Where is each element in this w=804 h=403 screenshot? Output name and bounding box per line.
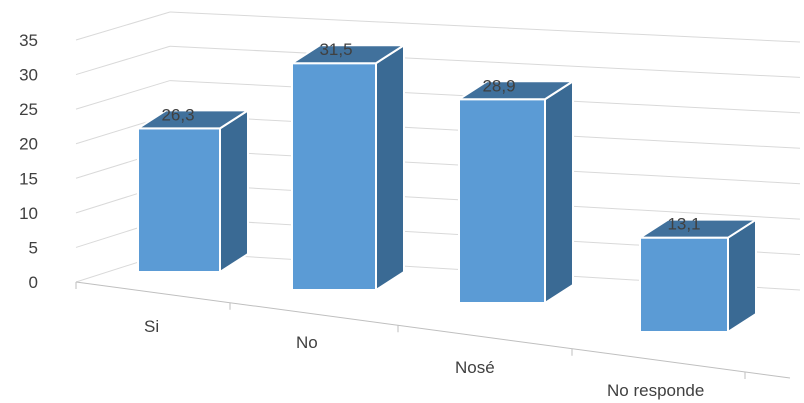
y-tick-label: 20 [19, 135, 38, 154]
x-axis-line [75, 281, 791, 379]
x-axis-categories: Si No Nosé No responde [144, 317, 704, 400]
bar-front [291, 62, 377, 292]
bar-front [639, 236, 729, 333]
bar-side [727, 217, 757, 334]
bar-side [375, 43, 405, 292]
y-tick-label: 5 [29, 238, 38, 257]
y-tick-label: 0 [29, 273, 38, 292]
bar-top [134, 109, 252, 130]
bars [134, 43, 760, 334]
y-tick-label: 10 [19, 204, 38, 223]
bar-side [219, 108, 249, 274]
gridline-side [75, 45, 171, 76]
y-tick-label: 15 [19, 169, 38, 188]
x-category-label: Si [144, 317, 159, 336]
data-labels: 26,3 31,5 28,9 13,1 [161, 40, 700, 233]
gridline-side [75, 11, 171, 41]
x-category-label: No responde [607, 381, 704, 400]
bar-side [544, 79, 574, 305]
x-category-label: Nosé [455, 358, 495, 377]
bar-top [288, 44, 408, 65]
data-label: 31,5 [319, 40, 352, 59]
data-label: 28,9 [482, 76, 515, 95]
y-axis-ticks: 0 5 10 15 20 25 30 35 [19, 31, 38, 292]
x-category-label: No [296, 333, 318, 352]
y-tick-label: 30 [19, 66, 38, 85]
bar-front [458, 98, 546, 304]
data-label: 13,1 [667, 215, 700, 234]
data-label: 26,3 [161, 105, 194, 124]
bar-top [455, 80, 577, 101]
gridline-side [75, 80, 171, 110]
bar-top [636, 218, 760, 239]
gridline-back [169, 11, 801, 43]
gridline-back [169, 45, 801, 78]
bar-front [137, 127, 221, 273]
y-tick-label: 35 [19, 31, 38, 50]
y-tick-label: 25 [19, 100, 38, 119]
